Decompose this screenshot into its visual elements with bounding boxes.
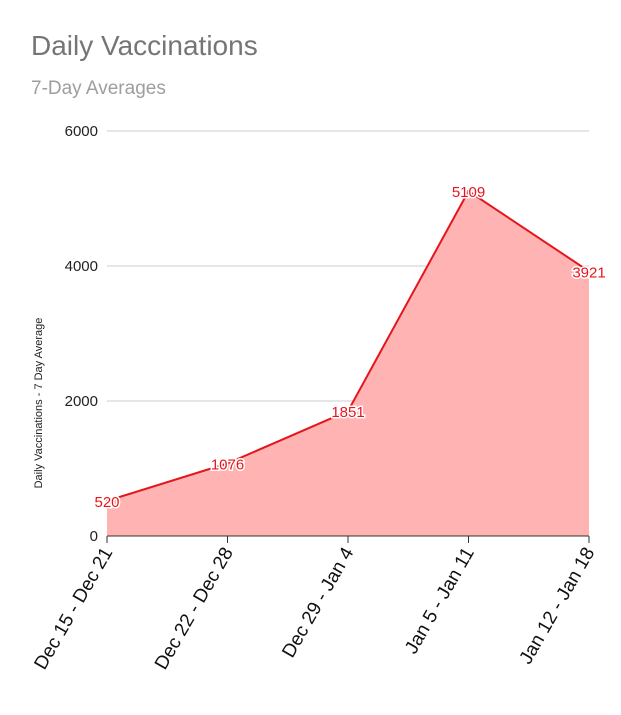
series-line-segment-4 xyxy=(467,190,590,273)
x-tick-labels: Dec 15 - Dec 21 Dec 22 - Dec 28 Dec 29 - J… xyxy=(30,544,599,674)
area-series xyxy=(105,189,591,536)
y-axis-title: Daily Vaccinations - 7 Day Average xyxy=(33,318,45,489)
y-tick-label-6000: 6000 xyxy=(65,123,98,140)
data-label-0: 520 xyxy=(94,494,119,511)
area-fill xyxy=(107,191,589,536)
data-labels: 520 1076 1851 5109 3921 xyxy=(93,183,607,513)
x-tick-label-1: Dec 22 - Dec 28 xyxy=(151,544,238,673)
y-tick-label-4000: 4000 xyxy=(65,258,98,275)
data-label-3: 5109 xyxy=(452,184,485,201)
series-line-segment-1 xyxy=(106,462,229,502)
x-tick-label-4: Jan 12 - Jan 18 xyxy=(516,544,600,668)
data-label-1: 1076 xyxy=(211,456,244,473)
x-tick-label-2: Dec 29 - Jan 4 xyxy=(278,544,358,662)
series-line-segment-3 xyxy=(347,190,470,413)
data-point-1 xyxy=(226,461,229,465)
axes xyxy=(106,535,590,543)
data-label-2: 1851 xyxy=(331,404,364,421)
data-point-0 xyxy=(105,499,109,503)
data-label-4: 3921 xyxy=(572,264,605,281)
y-tick-labels: 0 2000 4000 6000 xyxy=(65,123,98,545)
x-tick-label-3: Jan 5 - Jan 11 xyxy=(401,544,479,658)
data-point-4 xyxy=(587,269,591,273)
data-point-2 xyxy=(346,409,350,413)
data-point-3 xyxy=(467,189,470,193)
y-tick-label-2000: 2000 xyxy=(65,393,98,410)
chart-subtitle: 7-Day Averages xyxy=(31,78,166,99)
chart-title: Daily Vaccinations xyxy=(31,30,258,61)
series-line-segment-2 xyxy=(226,410,349,465)
x-tick-label-0: Dec 15 - Dec 21 xyxy=(30,544,117,673)
y-tick-label-0: 0 xyxy=(90,528,98,545)
